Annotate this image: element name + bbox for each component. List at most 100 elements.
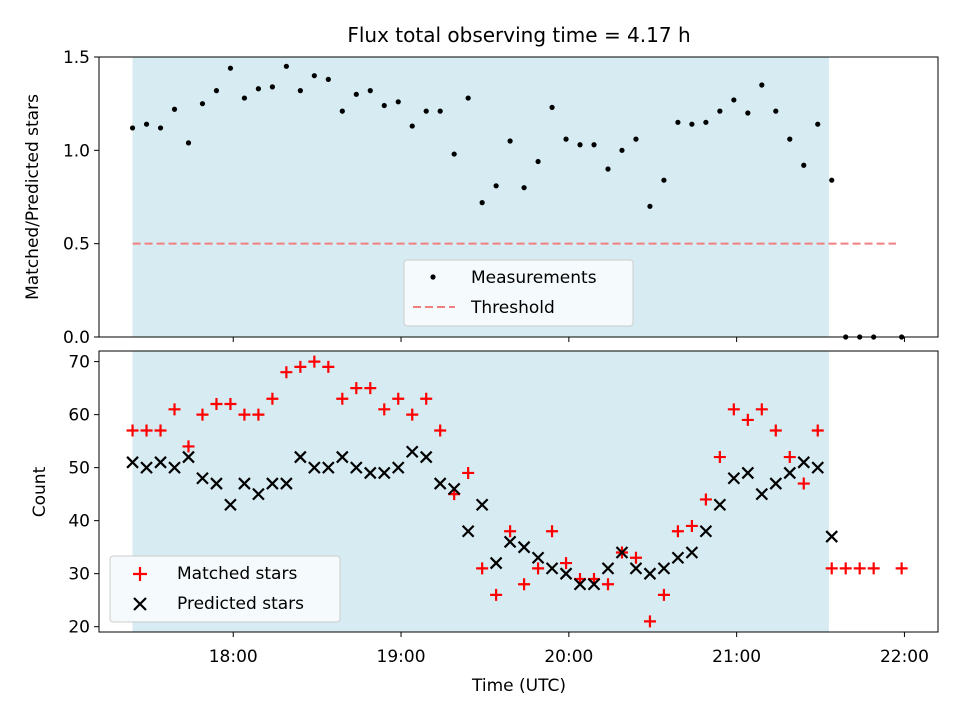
x-tick-label: 19:00 (377, 647, 426, 667)
predicted-stars-point (615, 546, 629, 559)
measurement-point (157, 125, 164, 131)
x-tick-label: 21:00 (712, 647, 761, 667)
bottom-y-ticks: 20 30 40 50 60 70 (68, 353, 99, 638)
predicted-stars-point (126, 456, 139, 469)
x-tick-label: 20:00 (544, 647, 593, 667)
legend-matched-marker (133, 567, 147, 581)
measurement-point (647, 203, 653, 209)
matched-stars-point (182, 440, 195, 453)
top-legend-box (403, 259, 634, 327)
matched-stars-point (350, 382, 363, 395)
measurement-point (563, 136, 569, 142)
matched-stars-point (532, 562, 545, 575)
predicted-stars-point (210, 477, 223, 490)
measurement-point (801, 162, 807, 168)
top-y-tick-label: 0.0 (63, 328, 90, 348)
measurement-point (451, 151, 457, 157)
measurement-point (325, 76, 331, 82)
measurement-point (521, 185, 527, 191)
predicted-stars-point (741, 466, 755, 480)
matched-stars-point (196, 408, 209, 421)
predicted-stars-series (126, 445, 839, 591)
predicted-stars-point (671, 551, 685, 565)
measurement-point (535, 158, 541, 165)
predicted-stars-point (377, 466, 391, 480)
measurement-point (185, 140, 192, 146)
predicted-stars-point (266, 477, 279, 490)
predicted-stars-point (252, 487, 265, 501)
matched-stars-point (238, 408, 251, 421)
top-legend: Measurements Threshold (403, 259, 634, 327)
measurement-point (143, 121, 150, 127)
bottom-y-tick-label: 50 (68, 459, 90, 479)
predicted-stars-point (713, 498, 727, 512)
predicted-stars-point (224, 498, 237, 512)
matched-stars-point (601, 578, 614, 591)
predicted-stars-point (168, 461, 181, 474)
matched-stars-point (853, 562, 866, 575)
top-panel: 0.0 0.5 1.0 1.5 Matched/Predicted stars Mea… (23, 48, 939, 348)
measurement-point (395, 99, 401, 105)
matched-stars-point (224, 398, 237, 411)
matched-stars-point (364, 382, 377, 395)
predicted-stars-point (475, 498, 489, 512)
matched-stars-point (210, 398, 223, 411)
measurement-point (829, 177, 835, 183)
measurement-point (731, 97, 737, 103)
matched-stars-point (406, 408, 419, 421)
matched-stars-point (392, 392, 405, 405)
matched-stars-point (280, 366, 293, 379)
bottom-y-tick-label: 20 (68, 618, 90, 638)
predicted-stars-point (140, 461, 153, 474)
bottom-y-tick-label: 40 (68, 512, 90, 532)
matched-stars-point (811, 424, 824, 437)
predicted-stars-point (154, 456, 167, 469)
predicted-stars-point (363, 466, 377, 480)
predicted-stars-point (573, 578, 587, 591)
predicted-stars-point (433, 477, 447, 490)
top-x-ticks (232, 337, 905, 342)
measurement-point (549, 104, 555, 110)
predicted-stars-point (447, 482, 461, 496)
measurement-point (199, 101, 206, 107)
predicted-stars-point (783, 466, 797, 480)
measurement-point (423, 108, 429, 114)
measurement-point (815, 121, 821, 127)
matched-stars-point (420, 392, 433, 405)
measurement-point (577, 142, 583, 148)
top-y-ticks: 0.0 0.5 1.0 1.5 (63, 48, 99, 348)
matched-stars-point (685, 519, 698, 532)
predicted-stars-point (699, 524, 713, 538)
matched-stars-point (867, 562, 880, 575)
predicted-stars-point (727, 471, 741, 485)
measurement-point (661, 177, 667, 183)
predicted-stars-point (336, 450, 349, 464)
matched-stars-point (490, 588, 503, 601)
bottom-y-tick-label: 60 (68, 406, 90, 426)
measurement-point (703, 119, 709, 125)
bottom-panel: 20 30 40 50 60 70 18:00 19:00 20:00 21:00 22:00 C… (30, 350, 939, 696)
predicted-stars-point (797, 456, 811, 469)
measurement-point (213, 88, 220, 94)
measurement-point (241, 95, 248, 101)
matched-stars-point (154, 424, 167, 437)
matched-stars-point (518, 578, 531, 591)
top-axes-frame (98, 56, 939, 338)
predicted-stars-point (489, 556, 503, 570)
matched-stars-point (168, 403, 181, 416)
measurement-point (605, 166, 611, 172)
x-tick-label: 18:00 (209, 647, 258, 667)
measurement-point (227, 65, 234, 71)
matched-stars-point (476, 562, 489, 575)
matched-stars-point (294, 360, 307, 373)
matched-stars-point (126, 424, 139, 437)
bottom-legend: Matched stars Predicted stars (109, 555, 341, 623)
measurement-point (633, 136, 639, 142)
predicted-stars-point (685, 546, 699, 559)
top-y-tick-label: 1.0 (63, 141, 90, 161)
predicted-stars-point (419, 450, 433, 464)
predicted-stars-point (391, 461, 405, 474)
matched-stars-point (140, 424, 153, 437)
predicted-stars-point (643, 567, 657, 580)
